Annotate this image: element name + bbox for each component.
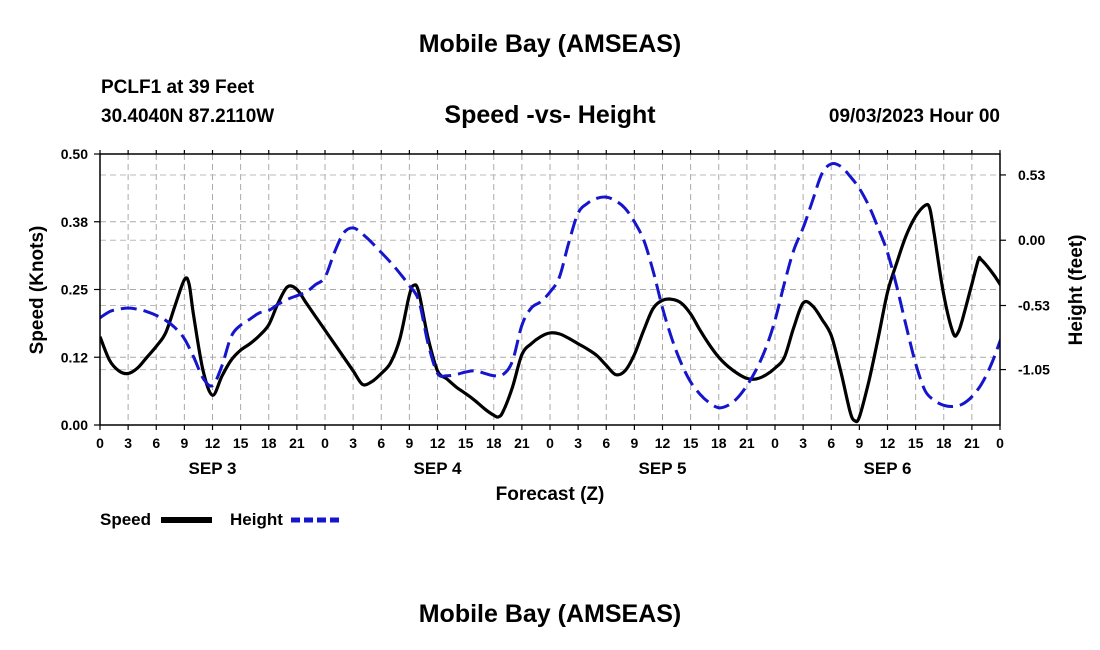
x-tick-label: 9 (405, 435, 413, 451)
legend: Speed Height (100, 510, 342, 529)
series-line-height (100, 161, 1000, 410)
x-tick-label: 9 (180, 435, 188, 451)
y2-tick-label: -1.05 (1018, 362, 1050, 378)
x-tick-label: 18 (936, 435, 952, 451)
station-name: PCLF1 at 39 Feet (101, 77, 255, 98)
y-tick-label: 0.12 (61, 349, 88, 365)
x-tick-label: 18 (486, 435, 502, 451)
y2-tick-label: -0.53 (1018, 298, 1050, 314)
x-tick-label: 6 (152, 435, 160, 451)
x-tick-label: 0 (546, 435, 554, 451)
y-tick-label: 0.50 (61, 146, 88, 162)
bottom-title: Mobile Bay (AMSEAS) (418, 600, 682, 628)
x-tick-label: 15 (908, 435, 924, 451)
legend-label-speed: Speed (100, 510, 151, 529)
x-tick-label: 12 (205, 435, 221, 451)
y2-tick-label: 0.00 (1018, 232, 1045, 248)
x-tick-label: 18 (261, 435, 277, 451)
y2-axis-label: Height (feet) (1066, 235, 1087, 346)
x-tick-label: 15 (683, 435, 699, 451)
chart-title: Speed -vs- Height (444, 101, 656, 129)
x-day-label: SEP 3 (189, 459, 237, 478)
series-line-speed (100, 202, 1000, 424)
x-tick-label: 21 (964, 435, 980, 451)
x-tick-label: 21 (514, 435, 530, 451)
x-tick-label: 12 (655, 435, 671, 451)
legend-label-height: Height (230, 510, 283, 529)
x-tick-label: 21 (739, 435, 755, 451)
x-tick-label: 0 (96, 435, 104, 451)
series-layer (100, 161, 1000, 424)
x-day-label: SEP 4 (414, 459, 462, 478)
main-title: Mobile Bay (AMSEAS) (418, 30, 682, 58)
x-tick-label: 0 (996, 435, 1004, 451)
x-day-label: SEP 5 (639, 459, 687, 478)
y-tick-label: 0.38 (61, 214, 88, 230)
x-tick-label: 0 (321, 435, 329, 451)
y-axis-label: Speed (Knots) (27, 226, 48, 355)
x-axis-label: Forecast (Z) (496, 484, 605, 505)
y-tick-label: 0.25 (61, 282, 88, 298)
x-tick-label: 6 (377, 435, 385, 451)
station-coordinates: 30.4040N 87.2110W (101, 106, 275, 127)
chart-datetime: 09/03/2023 Hour 00 (828, 106, 1000, 127)
x-tick-label: 18 (711, 435, 727, 451)
x-tick-label: 9 (855, 435, 863, 451)
x-tick-label: 0 (771, 435, 779, 451)
x-tick-label: 12 (880, 435, 896, 451)
x-tick-label: 3 (349, 435, 357, 451)
x-tick-label: 6 (602, 435, 610, 451)
y-tick-label: 0.00 (61, 417, 88, 433)
x-tick-label: 15 (233, 435, 249, 451)
x-tick-label: 12 (430, 435, 446, 451)
x-tick-label: 15 (458, 435, 474, 451)
x-tick-label: 3 (799, 435, 807, 451)
x-tick-label: 6 (827, 435, 835, 451)
x-tick-label: 3 (124, 435, 132, 451)
x-day-label: SEP 6 (864, 459, 912, 478)
x-tick-label: 3 (574, 435, 582, 451)
grid-lines (100, 154, 1000, 425)
x-tick-label: 21 (289, 435, 305, 451)
y2-tick-label: 0.53 (1018, 167, 1045, 183)
x-tick-label: 9 (630, 435, 638, 451)
axes-layer: 0 3 6 9 12 15 18 21 0 3 6 9 12 15 18 21 0 3 6 9 12 15 18 21 0 3 6 9… (61, 146, 1050, 478)
